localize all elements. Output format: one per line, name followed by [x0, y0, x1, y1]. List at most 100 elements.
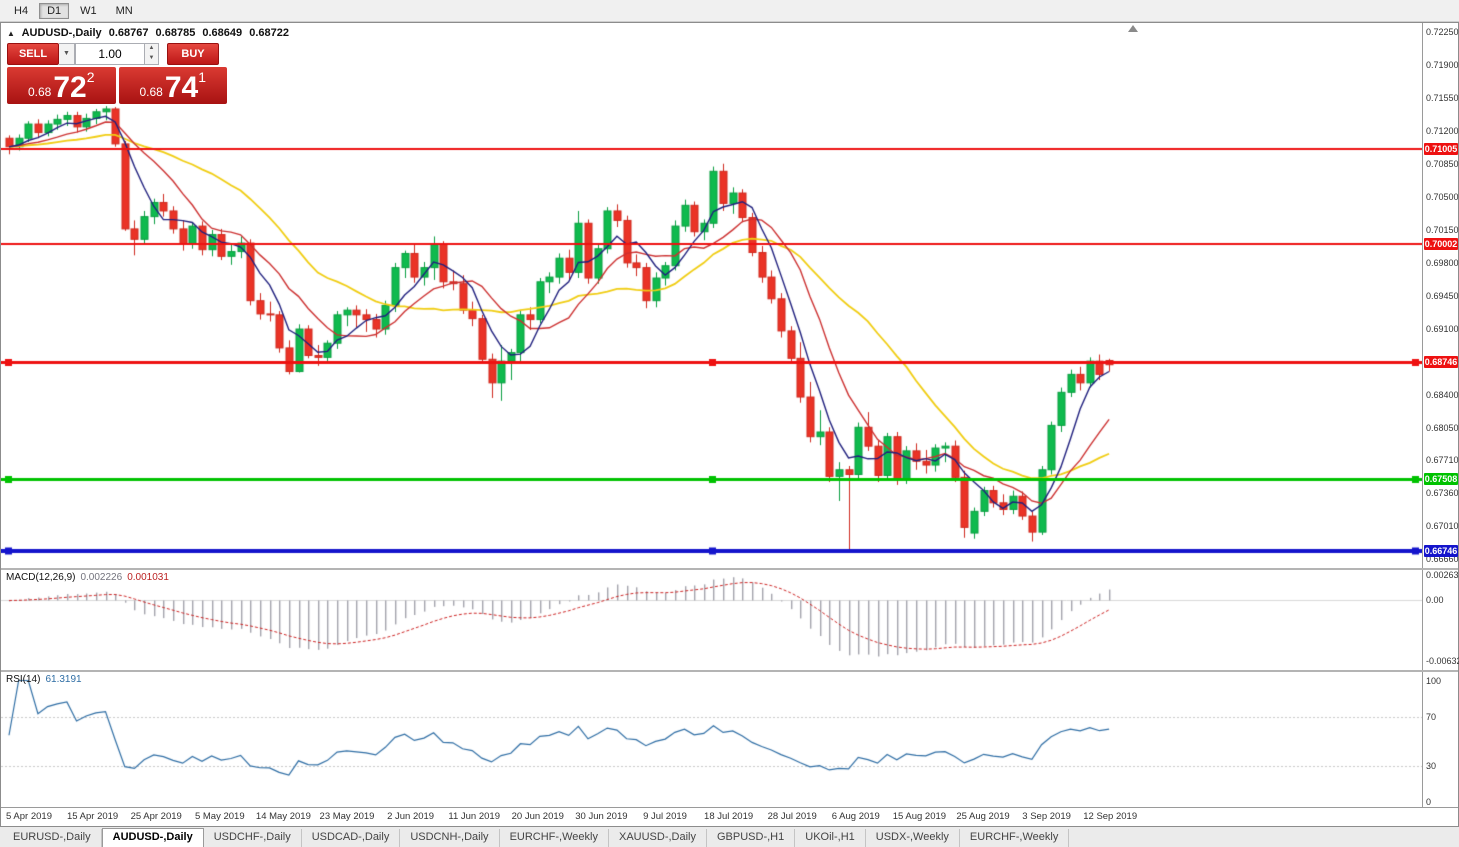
- date-label: 25 Apr 2019: [130, 811, 182, 822]
- price-tick: 0.71900: [1426, 59, 1459, 70]
- rsi-tick: 0: [1426, 797, 1432, 808]
- sell-price-pips: 72: [53, 71, 87, 104]
- volume-input[interactable]: [75, 43, 145, 65]
- price-line-badge: 0.68746: [1424, 356, 1458, 369]
- buy-button[interactable]: BUY: [167, 43, 219, 65]
- volume-increase-button[interactable]: ▲: [145, 44, 158, 54]
- chart-tab-eurchf-weekly[interactable]: EURCHF-,Weekly: [960, 829, 1070, 847]
- price-tick: 0.70500: [1426, 191, 1459, 202]
- price-line-badge: 0.66746: [1424, 545, 1458, 558]
- date-label: 6 Aug 2019: [831, 811, 880, 822]
- price-tick: 0.69450: [1426, 290, 1459, 301]
- macd-label: MACD(12,26,9) 0.002226 0.001031: [6, 572, 174, 583]
- main-chart-canvas[interactable]: [1, 23, 1422, 568]
- date-label: 15 Apr 2019: [66, 811, 119, 822]
- volume-stepper: ▲ ▼: [145, 43, 159, 65]
- price-tick: 0.67710: [1426, 455, 1459, 466]
- buy-price-button[interactable]: 0.68 74 1: [118, 67, 227, 104]
- chart-tab-usdcad-daily[interactable]: USDCAD-,Daily: [302, 829, 401, 847]
- date-label: 3 Sep 2019: [1022, 811, 1071, 822]
- ohlc-close: 0.68722: [249, 27, 289, 39]
- sell-button[interactable]: SELL: [7, 43, 59, 65]
- main-chart-panel: 0.72250 0.71900 0.71550 0.71200 0.70850 0.705…: [1, 23, 1459, 568]
- date-label: 9 Jul 2019: [643, 811, 687, 822]
- symbol-period-label: AUDUSD-,Daily: [21, 27, 102, 39]
- buy-price-point: 1: [198, 69, 207, 85]
- timeframe-button-d1[interactable]: D1: [39, 2, 70, 19]
- volume-decrease-button[interactable]: ▼: [145, 54, 158, 64]
- macd-axis[interactable]: 0.00263 0.00 -0.00632: [1422, 570, 1459, 670]
- macd-tick: 0.00263: [1426, 570, 1459, 581]
- chart-tab-usdchf-daily[interactable]: USDCHF-,Daily: [204, 829, 302, 847]
- price-tick: 0.69800: [1426, 257, 1459, 268]
- sell-price-point: 2: [86, 69, 95, 85]
- chart-tab-ukoil-h1[interactable]: UKOil-,H1: [795, 829, 866, 847]
- chart-tab-xauusd-daily[interactable]: XAUUSD-,Daily: [609, 829, 707, 847]
- chart-tab-eurusd-daily[interactable]: EURUSD-,Daily: [3, 829, 102, 847]
- timeframe-buttons: H4 D1 W1 MN: [6, 2, 144, 19]
- sell-price-prefix: 0.68: [27, 85, 52, 99]
- chart-tabs: EURUSD-,Daily AUDUSD-,Daily USDCHF-,Daily U…: [0, 827, 1459, 847]
- rsi-label: RSI(14) 61.3191: [6, 674, 87, 685]
- macd-value-main: 0.002226: [80, 572, 123, 583]
- price-line-badge: 0.70002: [1424, 237, 1458, 250]
- date-axis[interactable]: 5 Apr 2019 15 Apr 2019 25 Apr 2019 5 May 20…: [1, 807, 1458, 826]
- chart-tab-usdx-weekly[interactable]: USDX-,Weekly: [866, 829, 960, 847]
- date-label: 18 Jul 2019: [704, 811, 754, 822]
- rsi-axis[interactable]: 100 70 30 0: [1422, 672, 1458, 807]
- timeframe-button-w1[interactable]: W1: [80, 4, 97, 17]
- date-label: 20 Jun 2019: [511, 811, 564, 822]
- chevron-down-icon: ▼: [63, 50, 70, 57]
- date-label: 28 Jul 2019: [767, 811, 817, 822]
- volume-dropdown-button[interactable]: ▼: [59, 43, 75, 65]
- chart-tab-audusd-daily[interactable]: AUDUSD-,Daily: [101, 828, 204, 847]
- rsi-tick: 70: [1426, 712, 1437, 722]
- macd-canvas[interactable]: [1, 570, 1422, 670]
- chart-tab-eurchf-weekly[interactable]: EURCHF-,Weekly: [500, 829, 609, 847]
- macd-value-signal: 0.001031: [127, 572, 169, 583]
- price-tick: 0.68050: [1426, 423, 1459, 434]
- buy-price-prefix: 0.68: [139, 85, 163, 99]
- date-label: 12 Sep 2019: [1083, 811, 1138, 822]
- date-label: 14 May 2019: [255, 811, 311, 822]
- chart-window: 0.72250 0.71900 0.71550 0.71200 0.70850 0.705…: [0, 22, 1459, 827]
- rsi-name: RSI(14): [6, 674, 41, 685]
- date-label: 30 Jun 2019: [575, 811, 628, 822]
- price-tick: 0.68400: [1426, 390, 1459, 401]
- macd-tick: -0.00632: [1426, 655, 1459, 666]
- macd-name: MACD(12,26,9): [6, 572, 76, 583]
- macd-tick: 0.00: [1426, 595, 1444, 606]
- timeframe-button-h4[interactable]: H4: [14, 4, 29, 17]
- price-tick: 0.67360: [1426, 488, 1459, 499]
- chart-title: ▲ AUDUSD-,Daily 0.68767 0.68785 0.68649 …: [7, 27, 293, 39]
- date-label: 2 Jun 2019: [387, 811, 435, 822]
- chart-shift-marker[interactable]: [1128, 25, 1138, 32]
- one-click-collapse-icon[interactable]: ▲: [7, 29, 15, 38]
- rsi-value: 61.3191: [45, 674, 82, 685]
- price-line-badge: 0.67508: [1424, 473, 1458, 486]
- price-tick: 0.67010: [1426, 521, 1459, 532]
- price-axis[interactable]: 0.72250 0.71900 0.71550 0.71200 0.70850 0.705…: [1422, 23, 1459, 568]
- price-tick: 0.66660: [1426, 554, 1459, 565]
- date-label: 15 Aug 2019: [892, 811, 947, 822]
- date-label: 11 Jun 2019: [448, 811, 500, 822]
- date-label: 5 May 2019: [194, 811, 245, 822]
- panel-separator[interactable]: [1, 670, 1458, 672]
- ohlc-high: 0.68785: [155, 27, 196, 39]
- chart-tab-usdcnh-daily[interactable]: USDCNH-,Daily: [400, 829, 500, 847]
- panel-separator[interactable]: [1, 568, 1458, 570]
- ohlc-low: 0.68649: [202, 27, 243, 39]
- price-tick: 0.71550: [1426, 92, 1459, 103]
- date-label: 25 Aug 2019: [956, 811, 1010, 822]
- sell-price-button[interactable]: 0.68 72 2: [7, 67, 116, 104]
- rsi-tick: 30: [1426, 760, 1437, 771]
- price-tick: 0.70150: [1426, 224, 1459, 235]
- buy-price-pips: 74: [164, 71, 199, 104]
- top-toolbar: H4 D1 W1 MN: [0, 0, 1459, 22]
- rsi-canvas[interactable]: [1, 672, 1422, 807]
- chart-tab-gbpusd-h1[interactable]: GBPUSD-,H1: [707, 829, 796, 847]
- timeframe-button-mn[interactable]: MN: [115, 4, 133, 17]
- macd-panel: 0.00263 0.00 -0.00632 MACD(12,26,9) 0.00222…: [1, 570, 1459, 670]
